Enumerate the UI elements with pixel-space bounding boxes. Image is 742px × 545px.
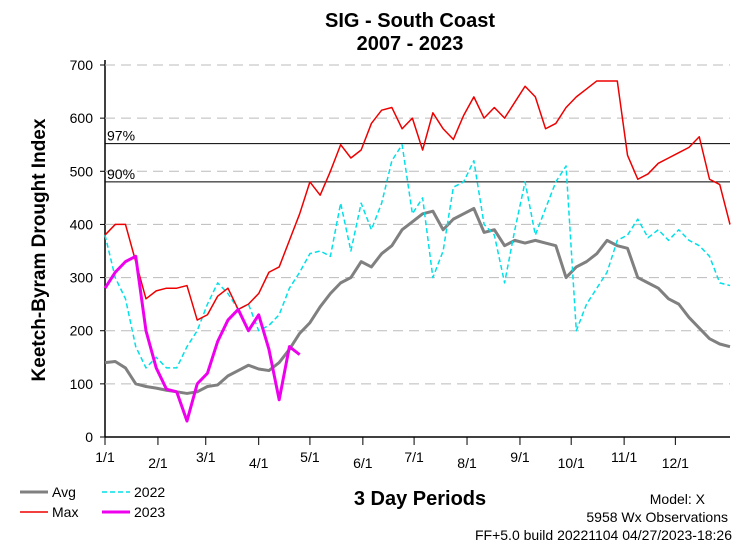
y-tick-label: 600 xyxy=(70,110,94,126)
y-tick-label: 500 xyxy=(70,163,94,179)
y-tick-label: 0 xyxy=(85,429,93,445)
annotation: FF+5.0 build 20221104 04/27/2023-18:26 xyxy=(475,527,732,543)
x-tick-label: 8/1 xyxy=(457,455,477,471)
x-tick-label: 7/1 xyxy=(404,449,424,465)
y-tick-label: 200 xyxy=(70,323,94,339)
chart-subtitle: 2007 - 2023 xyxy=(357,33,464,55)
y-tick-label: 300 xyxy=(70,270,94,286)
x-tick-label: 11/1 xyxy=(611,449,637,465)
annotation: 5958 Wx Observations xyxy=(586,509,728,525)
y-tick-label: 400 xyxy=(70,216,94,232)
x-tick-label: 2/1 xyxy=(148,455,168,471)
legend-label: Avg xyxy=(52,484,76,500)
annotation: Model: X xyxy=(650,491,706,507)
legend-label: Max xyxy=(52,504,78,520)
y-tick-label: 700 xyxy=(70,57,94,73)
x-tick-label: 4/1 xyxy=(249,455,269,471)
reference-label: 90% xyxy=(107,166,135,182)
x-tick-label: 6/1 xyxy=(353,455,373,471)
x-tick-label: 10/1 xyxy=(558,455,585,471)
legend-label: 2022 xyxy=(134,484,165,500)
x-tick-label: 5/1 xyxy=(300,449,320,465)
series-line xyxy=(104,206,731,395)
reference-label: 97% xyxy=(107,128,135,144)
x-tick-label: 3/1 xyxy=(196,449,216,465)
y-tick-label: 100 xyxy=(70,376,94,392)
legend-label: 2023 xyxy=(134,504,165,520)
series-line xyxy=(104,143,731,369)
y-axis-label: Keetch-Byram Drought Index xyxy=(29,118,50,381)
series-line xyxy=(104,80,731,321)
x-tick-label: 9/1 xyxy=(510,449,530,465)
x-tick-label: 1/1 xyxy=(95,449,115,465)
chart-title: SIG - South Coast xyxy=(325,10,495,32)
x-axis-label: 3 Day Periods xyxy=(354,488,486,510)
series-line xyxy=(103,254,301,423)
x-tick-label: 12/1 xyxy=(662,455,689,471)
